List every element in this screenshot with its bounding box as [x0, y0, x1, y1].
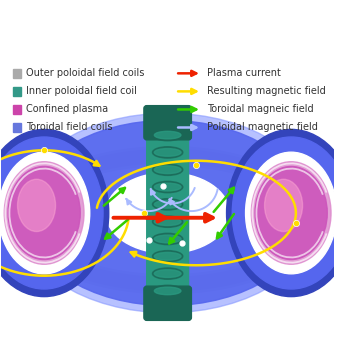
Bar [13, 69, 21, 78]
Text: Toroidal field coils: Toroidal field coils [26, 122, 113, 133]
Text: Resulting magnetic field: Resulting magnetic field [206, 86, 326, 96]
FancyBboxPatch shape [147, 119, 189, 307]
Polygon shape [35, 149, 301, 196]
Ellipse shape [106, 173, 229, 253]
Polygon shape [19, 234, 317, 294]
Ellipse shape [154, 218, 181, 225]
FancyBboxPatch shape [294, 189, 322, 231]
Ellipse shape [153, 164, 183, 175]
Ellipse shape [153, 285, 183, 296]
Ellipse shape [8, 167, 80, 260]
Ellipse shape [153, 147, 183, 158]
Ellipse shape [18, 179, 56, 232]
Ellipse shape [255, 167, 327, 260]
Ellipse shape [25, 120, 310, 306]
Ellipse shape [153, 233, 183, 245]
Ellipse shape [0, 152, 90, 274]
Ellipse shape [153, 199, 183, 210]
Polygon shape [32, 147, 303, 197]
Text: Plasma current: Plasma current [206, 68, 280, 78]
Bar [13, 87, 21, 96]
Text: Outer poloidal field coils: Outer poloidal field coils [26, 68, 145, 78]
Ellipse shape [4, 162, 84, 264]
FancyBboxPatch shape [144, 106, 191, 140]
Ellipse shape [154, 235, 181, 243]
Text: Confined plasma: Confined plasma [26, 104, 108, 114]
Ellipse shape [154, 252, 181, 260]
Ellipse shape [154, 270, 181, 278]
Ellipse shape [246, 152, 337, 274]
Ellipse shape [226, 130, 350, 296]
Ellipse shape [154, 166, 181, 174]
Ellipse shape [153, 268, 183, 279]
Ellipse shape [153, 130, 183, 141]
Ellipse shape [16, 113, 320, 313]
Ellipse shape [154, 183, 181, 191]
Ellipse shape [153, 181, 183, 193]
Ellipse shape [0, 130, 109, 296]
Ellipse shape [154, 131, 181, 139]
Bar [13, 105, 21, 114]
Ellipse shape [153, 216, 183, 228]
FancyBboxPatch shape [144, 286, 191, 320]
FancyBboxPatch shape [13, 189, 41, 231]
Ellipse shape [154, 287, 181, 295]
Polygon shape [21, 235, 314, 291]
Ellipse shape [153, 251, 183, 262]
Text: Inner poloidal field coil: Inner poloidal field coil [26, 86, 137, 96]
Ellipse shape [251, 162, 331, 264]
Text: Toroidal magneic field: Toroidal magneic field [206, 104, 313, 114]
Ellipse shape [154, 201, 181, 208]
Ellipse shape [265, 179, 302, 232]
Ellipse shape [154, 149, 181, 156]
Ellipse shape [0, 137, 103, 289]
Text: Poloidal magnetic field: Poloidal magnetic field [206, 122, 317, 133]
Ellipse shape [232, 137, 350, 289]
Bar [13, 123, 21, 132]
